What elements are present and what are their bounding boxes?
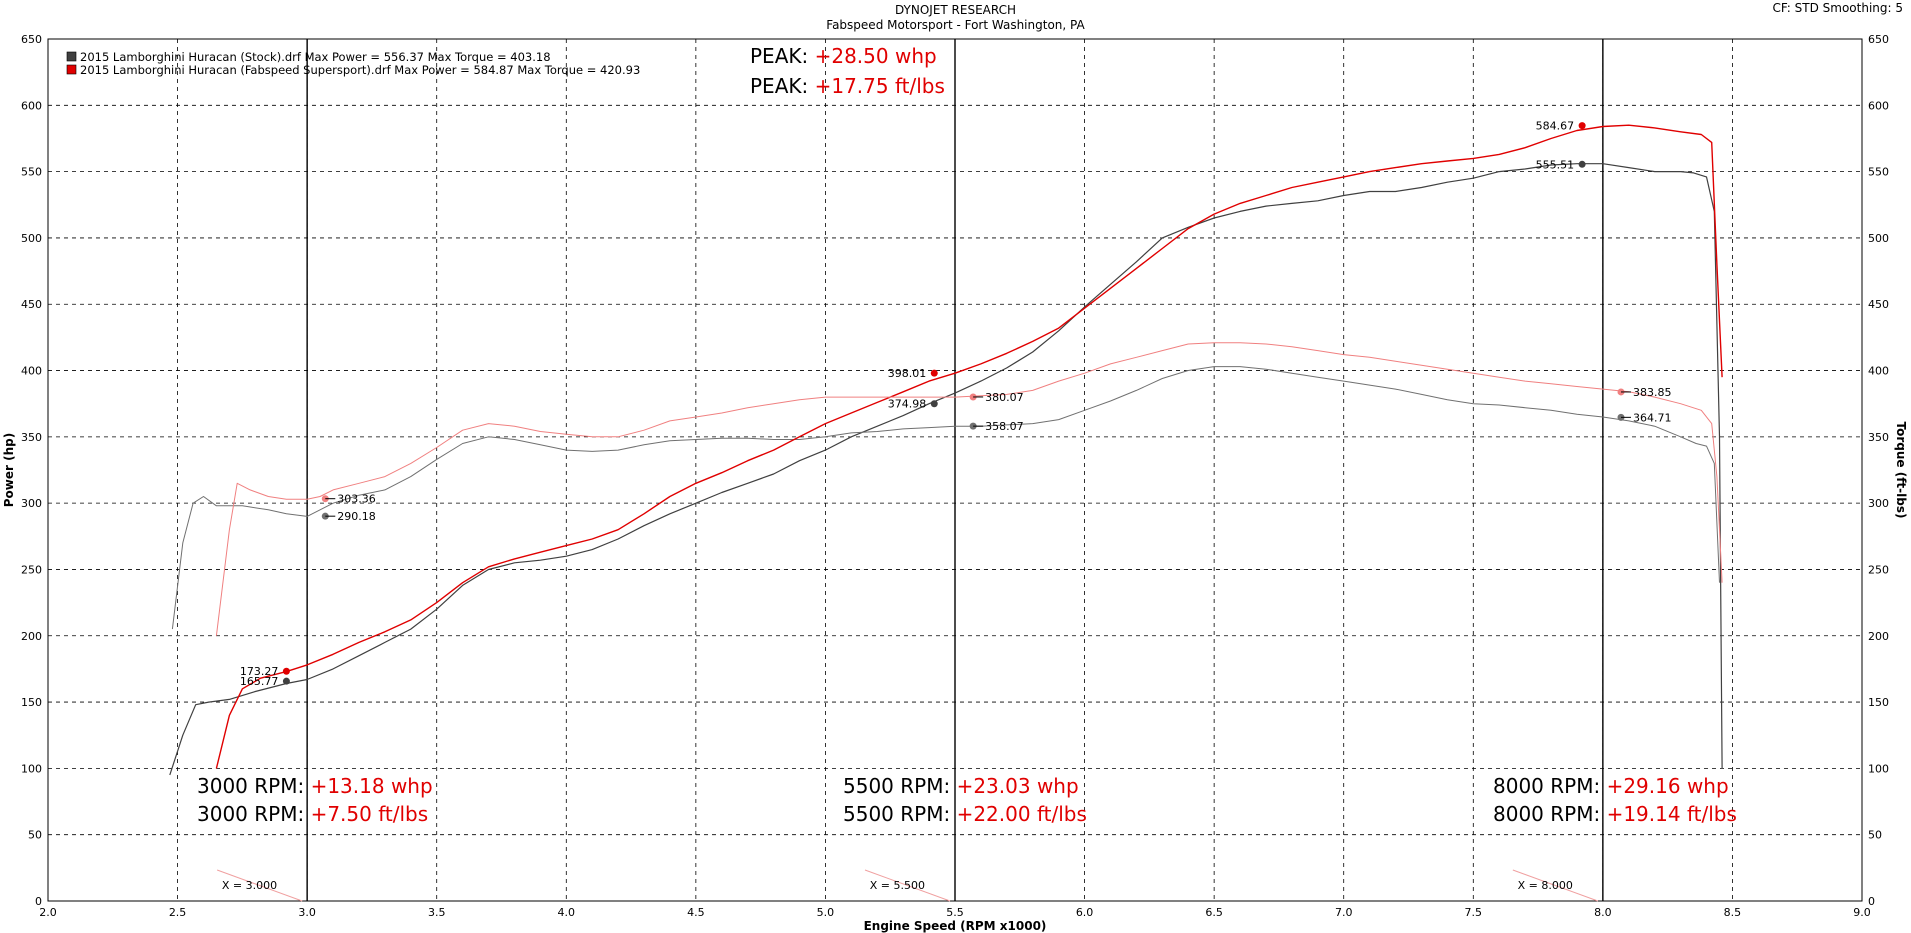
x-tick-label: 5.0 [817, 906, 835, 919]
marker-label: 555.51 [1536, 158, 1575, 171]
x-tick-label: 2.0 [39, 906, 57, 919]
y2-tick-label: 550 [1868, 166, 1889, 179]
y-tick-label: 650 [21, 33, 42, 46]
x-tick-label: 3.5 [428, 906, 446, 919]
y-tick-label: 500 [21, 232, 42, 245]
marker-label: 383.85 [1633, 386, 1672, 399]
peak-whp-annotation: PEAK: +28.50 whp [750, 44, 937, 68]
y-tick-label: 200 [21, 630, 42, 643]
x-tick-label: 2.5 [169, 906, 187, 919]
y-tick-label: 350 [21, 431, 42, 444]
rpm3000-tq-annotation: 3000 RPM: +7.50 ft/lbs [197, 802, 429, 826]
y-tick-label: 300 [21, 497, 42, 510]
legend-entry: 2015 Lamborghini Huracan (Fabspeed Super… [80, 63, 640, 77]
y2-tick-label: 50 [1868, 829, 1882, 842]
cursor-label: X = 5.500 [870, 879, 925, 892]
y-tick-label: 600 [21, 99, 42, 112]
y2-tick-label: 100 [1868, 762, 1889, 775]
peak-tq-annotation: PEAK: +17.75 ft/lbs [750, 74, 945, 98]
data-marker [282, 677, 290, 685]
y2-tick-label: 450 [1868, 298, 1889, 311]
data-marker [930, 400, 938, 408]
chart-subtitle: Fabspeed Motorsport - Fort Washington, P… [826, 18, 1085, 32]
y-tick-label: 400 [21, 365, 42, 378]
y-tick-label: 0 [35, 895, 42, 908]
cursor-pointer [216, 869, 303, 902]
y-tick-label: 250 [21, 563, 42, 576]
y2-tick-label: 0 [1868, 895, 1875, 908]
marker-label: 165.77 [240, 675, 279, 688]
chart-title: DYNOJET RESEARCH [894, 3, 1017, 17]
x-tick-label: 8.5 [1724, 906, 1742, 919]
marker-label: 584.67 [1536, 120, 1575, 133]
x-tick-label: 8.0 [1594, 906, 1612, 919]
y2-tick-label: 150 [1868, 696, 1889, 709]
legend-swatch [66, 64, 77, 75]
y-tick-label: 150 [21, 696, 42, 709]
x-tick-label: 4.5 [687, 906, 705, 919]
rpm5500-tq-annotation: 5500 RPM: +22.00 ft/lbs [843, 802, 1087, 826]
legend-swatch [66, 51, 77, 62]
cursor-pointer [1512, 869, 1599, 902]
marker-label: 290.18 [337, 510, 376, 523]
x-tick-label: 7.5 [1465, 906, 1483, 919]
rpm8000-tq-annotation: 8000 RPM: +19.14 ft/lbs [1493, 802, 1737, 826]
settings-label: CF: STD Smoothing: 5 [1772, 1, 1903, 15]
y2-tick-label: 600 [1868, 99, 1889, 112]
marker-label: 173.27 [240, 665, 279, 678]
legend-entry: 2015 Lamborghini Huracan (Stock).drf Max… [80, 50, 551, 64]
y-tick-label: 50 [28, 829, 42, 842]
series-line [169, 163, 1723, 776]
marker-label: 380.07 [985, 391, 1024, 404]
data-marker [282, 667, 290, 675]
series-line [215, 342, 1723, 636]
marker-label: 364.71 [1633, 411, 1672, 424]
x-tick-label: 4.0 [558, 906, 576, 919]
data-marker [1578, 160, 1586, 168]
y2-tick-label: 250 [1868, 563, 1889, 576]
y-tick-label: 450 [21, 298, 42, 311]
y2-axis-label: Torque (ft-lbs) [1894, 422, 1908, 519]
x-axis-label: Engine Speed (RPM x1000) [864, 919, 1047, 933]
data-marker [1578, 122, 1586, 130]
rpm5500-whp-annotation: 5500 RPM: +23.03 whp [843, 774, 1079, 798]
series-line [171, 366, 1720, 630]
x-tick-label: 7.0 [1335, 906, 1353, 919]
rpm3000-whp-annotation: 3000 RPM: +13.18 whp [197, 774, 433, 798]
y2-tick-label: 400 [1868, 365, 1889, 378]
y2-tick-label: 500 [1868, 232, 1889, 245]
rpm8000-whp-annotation: 8000 RPM: +29.16 whp [1493, 774, 1729, 798]
data-marker [930, 369, 938, 377]
cursor-label: X = 3.000 [222, 879, 277, 892]
y2-tick-label: 650 [1868, 33, 1889, 46]
y2-tick-label: 200 [1868, 630, 1889, 643]
marker-label: 374.98 [888, 398, 927, 411]
y-tick-label: 550 [21, 166, 42, 179]
y-axis-label: Power (hp) [2, 433, 16, 507]
x-tick-label: 5.5 [946, 906, 964, 919]
marker-label: 398.01 [888, 367, 927, 380]
marker-label: 303.36 [337, 493, 376, 506]
marker-label: 358.07 [985, 420, 1024, 433]
cursor-pointer [864, 869, 951, 902]
series-line [215, 124, 1723, 769]
y2-tick-label: 350 [1868, 431, 1889, 444]
cursor-label: X = 8.000 [1518, 879, 1573, 892]
x-tick-label: 9.0 [1853, 906, 1871, 919]
x-tick-label: 6.5 [1205, 906, 1223, 919]
y2-tick-label: 300 [1868, 497, 1889, 510]
x-tick-label: 3.0 [298, 906, 316, 919]
y-tick-label: 100 [21, 762, 42, 775]
x-tick-label: 6.0 [1076, 906, 1094, 919]
